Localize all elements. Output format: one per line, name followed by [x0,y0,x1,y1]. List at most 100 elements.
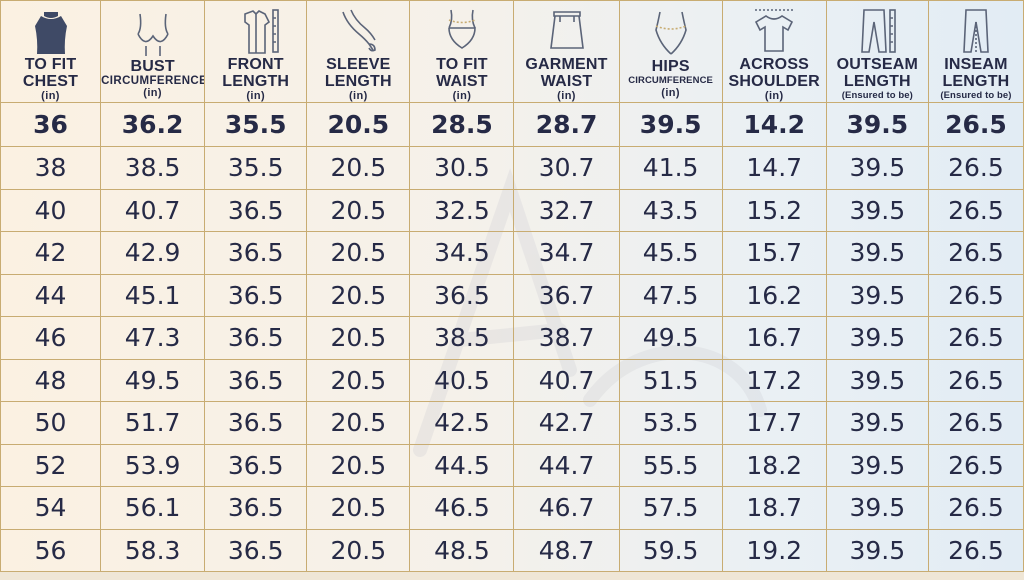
size-cell: 46 [0,316,102,360]
pants-outseam-icon [861,8,897,53]
size-cell: 53.9 [100,443,206,487]
header-title: ACROSS SHOULDER [728,55,820,90]
size-cell: 36.5 [204,401,308,445]
size-cell: 39.5 [825,316,929,360]
size-cell: 48 [0,358,102,402]
size-row: 44 45.1 36.5 20.5 36.5 36.7 47.5 16.2 39.5 26.5 [0,273,1024,317]
size-cell: 52 [0,443,102,487]
size-cell: 39.5 [825,231,929,275]
header-sleeve-length: SLEEVE LENGTH (in) [306,0,411,103]
header-outseam-length: OUTSEAM LENGTH (Ensured to be) [825,0,929,103]
size-row: 50 51.7 36.5 20.5 42.5 42.7 53.5 17.7 39.5 26.5 [0,401,1024,445]
size-cell: 38 [0,146,102,190]
size-cell: 42.5 [409,401,515,445]
size-cell: 39.5 [825,188,929,232]
size-cell: 41.5 [618,146,723,190]
size-cell: 54 [0,486,102,530]
skirt-icon [549,10,584,49]
header-unit: (Ensured to be) [841,89,913,101]
size-row: 42 42.9 36.5 20.5 34.5 34.7 45.5 15.7 39.5 26.5 [0,231,1024,275]
size-cell: 18.7 [721,486,827,530]
size-cell: 20.5 [306,528,411,572]
size-cell: 42 [0,231,102,275]
size-row: 36 36.2 35.5 20.5 28.5 28.7 39.5 14.2 39.5 26.5 [0,102,1024,147]
size-cell: 20.5 [306,102,411,147]
hips-icon [654,11,687,55]
size-cell: 20.5 [306,358,411,402]
header-title: HIPS [651,58,690,75]
header-unit: (in) [348,89,368,102]
header-to-fit-waist: TO FIT WAIST (in) [409,0,515,103]
size-cell: 26.5 [927,401,1024,445]
size-cell: 44.7 [513,443,620,487]
header-title: TO FIT CHEST [22,55,79,90]
size-cell: 38.5 [409,316,515,360]
pants-inseam-icon [963,8,989,53]
size-cell: 39.5 [825,443,929,487]
size-cell: 36.5 [204,188,308,232]
bottom-strip [0,572,1024,580]
header-unit: (in) [764,89,784,102]
size-cell: 26.5 [927,316,1024,360]
size-cell: 49.5 [618,316,723,360]
size-cell: 42.7 [513,401,620,445]
header-unit: (in) [246,89,266,102]
size-cell: 14.7 [721,146,827,190]
size-cell: 26.5 [927,188,1024,232]
size-row: 54 56.1 36.5 20.5 46.5 46.7 57.5 18.7 39.5 26.5 [0,486,1024,530]
size-cell: 20.5 [306,231,411,275]
size-cell: 30.7 [513,146,620,190]
size-cell: 26.5 [927,102,1024,147]
size-cell: 26.5 [927,443,1024,487]
size-cell: 45.5 [618,231,723,275]
header-title: GARMENT WAIST [525,55,608,90]
size-cell: 40.7 [100,188,206,232]
header-row: TO FIT CHEST (in) BUST CIRCUMFERENCE (in… [0,0,1024,103]
size-cell: 58.3 [100,528,206,572]
size-cell: 18.2 [721,443,827,487]
size-cell: 36.5 [204,231,308,275]
header-unit: (in) [452,89,472,102]
size-cell: 47.5 [618,273,723,317]
header-bust: BUST CIRCUMFERENCE (in) [100,0,206,103]
size-cell: 32.5 [409,188,515,232]
size-cell: 26.5 [927,146,1024,190]
size-cell: 30.5 [409,146,515,190]
size-cell: 56 [0,528,102,572]
size-cell: 36.5 [204,358,308,402]
header-unit: (in) [661,87,680,99]
header-sub: CIRCUMFERENCE [101,75,205,87]
header-sub: CIRCUMFERENCE [628,75,713,86]
size-cell: 16.7 [721,316,827,360]
size-cell: 39.5 [825,102,929,147]
bust-icon [136,13,169,56]
size-cell: 28.7 [513,102,620,147]
size-cell: 55.5 [618,443,723,487]
size-cell: 15.7 [721,231,827,275]
size-cell: 19.2 [721,528,827,572]
size-cell: 20.5 [306,443,411,487]
size-cell: 45.1 [100,273,206,317]
size-cell: 43.5 [618,188,723,232]
size-cell: 49.5 [100,358,206,402]
size-cell: 26.5 [927,231,1024,275]
size-cell: 36.5 [204,273,308,317]
tshirt-chest-icon [34,11,67,54]
size-cell: 36.5 [204,443,308,487]
size-cell: 20.5 [306,188,411,232]
size-cell: 39.5 [825,358,929,402]
size-cell: 57.5 [618,486,723,530]
size-cell: 20.5 [306,273,411,317]
size-cell: 51.5 [618,358,723,402]
size-cell: 39.5 [825,486,929,530]
size-cell: 42.9 [100,231,206,275]
size-row: 38 38.5 35.5 20.5 30.5 30.7 41.5 14.7 39.5 26.5 [0,146,1024,190]
header-unit: (in) [557,89,576,102]
size-cell: 35.5 [204,146,308,190]
size-cell: 47.3 [100,316,206,360]
size-cell: 56.1 [100,486,206,530]
shirt-ruler-icon [243,8,279,54]
size-cell: 34.7 [513,231,620,275]
header-title: FRONT LENGTH [222,55,290,90]
